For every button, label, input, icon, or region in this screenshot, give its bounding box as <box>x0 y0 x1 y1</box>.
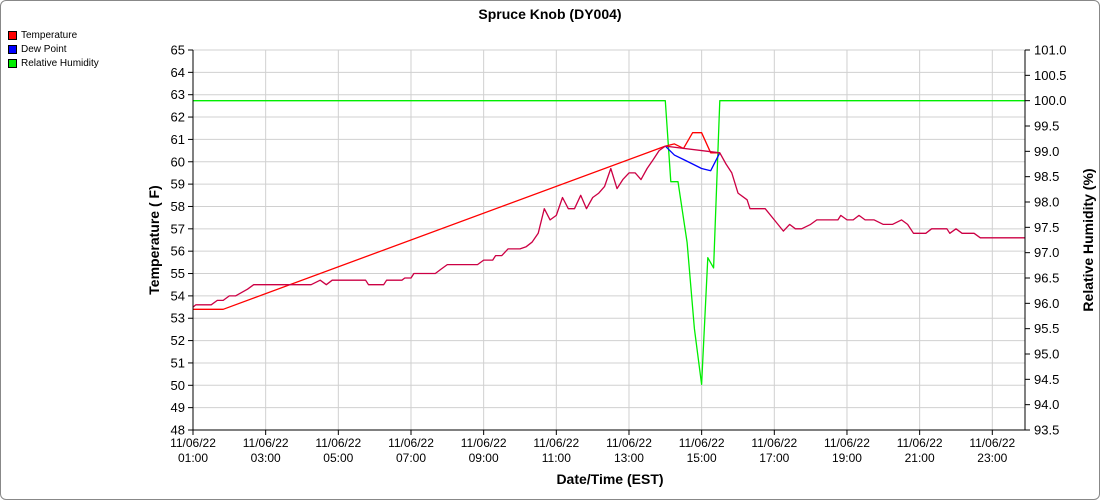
x-tick-time: 11:00 <box>542 451 571 465</box>
y-right-tick-label: 100.5 <box>1034 68 1067 83</box>
series-line-temperature <box>193 132 720 310</box>
x-axis-title: Date/Time (EST) <box>556 471 663 487</box>
legend-label-relative-humidity: Relative Humidity <box>21 57 99 69</box>
y-left-tick-label: 63 <box>171 87 185 102</box>
y-right-tick-label: 99.0 <box>1034 144 1059 159</box>
legend-item-dew-point: Dew Point <box>8 42 99 56</box>
y-axis-left-title: Temperature ( F) <box>146 185 162 294</box>
x-tick-time: 23:00 <box>977 451 1007 465</box>
y-left-tick-label: 62 <box>171 110 185 125</box>
y-right-tick-label: 94.0 <box>1034 397 1059 412</box>
x-tick-date: 11/06/22 <box>751 436 797 450</box>
y-right-tick-label: 98.0 <box>1034 195 1059 210</box>
y-left-tick-label: 53 <box>171 311 185 326</box>
legend-item-relative-humidity: Relative Humidity <box>8 56 99 70</box>
y-right-tick-label: 98.5 <box>1034 169 1059 184</box>
x-tick-date: 11/06/22 <box>969 436 1015 450</box>
x-tick-time: 15:00 <box>687 451 717 465</box>
y-left-tick-label: 52 <box>171 333 185 348</box>
x-tick-date: 11/06/22 <box>533 436 579 450</box>
series-layer <box>192 100 1025 386</box>
x-tick-date: 11/06/22 <box>461 436 507 450</box>
x-tick-date: 11/06/22 <box>679 436 725 450</box>
y-left-tick-label: 65 <box>171 43 185 58</box>
x-tick-time: 09:00 <box>469 451 499 465</box>
grid <box>192 49 1025 431</box>
y-right-tick-label: 99.5 <box>1034 119 1059 134</box>
x-tick-time: 03:00 <box>251 451 281 465</box>
x-tick-time: 21:00 <box>905 451 935 465</box>
x-tick-date: 11/06/22 <box>170 436 216 450</box>
legend-swatch-temperature <box>8 30 17 40</box>
legend-swatch-relative-humidity <box>8 58 17 68</box>
x-tick-date: 11/06/22 <box>897 436 943 450</box>
x-tick-time: 01:00 <box>178 451 208 465</box>
legend-label-dew-point: Dew Point <box>21 43 67 55</box>
y-left-tick-label: 60 <box>171 154 185 169</box>
y-left-tick-label: 54 <box>171 288 185 303</box>
y-left-tick-label: 64 <box>171 65 185 80</box>
y-left-tick-label: 56 <box>171 244 185 259</box>
x-tick-time: 19:00 <box>832 451 862 465</box>
y-right-tick-label: 93.5 <box>1034 423 1059 438</box>
y-right-tick-label: 101.0 <box>1034 43 1067 58</box>
y-right-tick-label: 96.5 <box>1034 271 1059 286</box>
y-left-tick-label: 50 <box>171 378 185 393</box>
y-left-tick-label: 59 <box>171 177 185 192</box>
y-right-tick-label: 97.0 <box>1034 245 1059 260</box>
y-left-tick-label: 48 <box>171 423 185 438</box>
x-tick-date: 11/06/22 <box>315 436 361 450</box>
y-left-tick-label: 57 <box>171 221 185 236</box>
chart-title: Spruce Knob (DY004) <box>478 6 621 22</box>
series-line-dew-point <box>664 145 721 172</box>
y-left-tick-label: 61 <box>171 132 185 147</box>
y-left-tick-label: 51 <box>171 355 185 370</box>
y-right-tick-label: 95.5 <box>1034 321 1059 336</box>
y-right-tick-label: 97.5 <box>1034 220 1059 235</box>
y-left-tick-label: 49 <box>171 400 185 415</box>
y-left-tick-label: 58 <box>171 199 185 214</box>
x-tick-time: 05:00 <box>323 451 353 465</box>
legend-label-temperature: Temperature <box>21 29 78 41</box>
y-right-tick-label: 95.0 <box>1034 347 1059 362</box>
series-line-relative-humidity <box>193 100 1025 386</box>
legend-swatch-dew-point <box>8 44 17 54</box>
legend-item-temperature: Temperature <box>8 28 99 42</box>
y-right-tick-label: 96.0 <box>1034 296 1059 311</box>
x-tick-date: 11/06/22 <box>243 436 289 450</box>
series-line-temperature-dew-point-coincident <box>192 145 1025 308</box>
x-tick-date: 11/06/22 <box>824 436 870 450</box>
legend: Temperature Dew Point Relative Humidity <box>8 28 99 70</box>
x-tick-time: 13:00 <box>614 451 644 465</box>
y-right-tick-label: 94.5 <box>1034 372 1059 387</box>
x-tick-time: 17:00 <box>759 451 789 465</box>
y-axis-right-title: Relative Humidity (%) <box>1080 168 1096 311</box>
x-tick-date: 11/06/22 <box>606 436 652 450</box>
x-tick-time: 07:00 <box>396 451 426 465</box>
y-right-tick-label: 100.0 <box>1034 93 1067 108</box>
axes: 48 49 50 51 52 53 54 55 56 57 58 59 60 61 62 63 64 65 93.5… <box>170 43 1066 466</box>
x-tick-date: 11/06/22 <box>388 436 434 450</box>
y-left-tick-label: 55 <box>171 266 185 281</box>
